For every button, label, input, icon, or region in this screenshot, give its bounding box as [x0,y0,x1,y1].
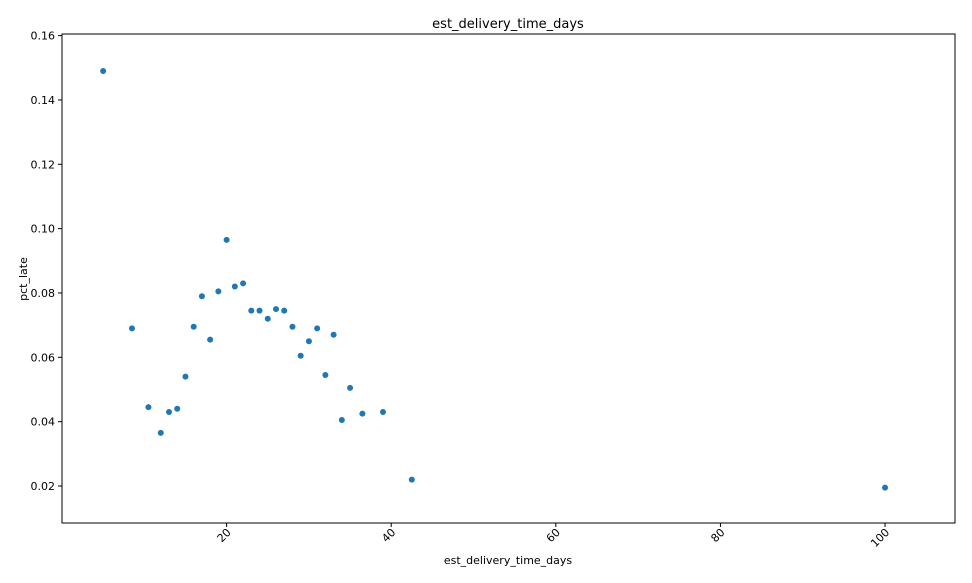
x-tick-label: 40 [379,526,398,545]
y-tick-label: 0.02 [31,480,56,493]
data-point [190,323,197,330]
y-tick-label: 0.10 [31,223,56,236]
data-point [174,405,181,412]
data-point [165,409,172,416]
data-point [248,307,255,314]
data-point [157,429,164,436]
data-point [231,283,238,290]
y-tick-label: 0.16 [31,30,56,43]
plot-area [61,33,956,524]
data-points [100,67,889,491]
data-point [223,236,230,243]
y-tick-label: 0.04 [31,416,56,429]
data-point [207,336,214,343]
data-point [128,325,135,332]
data-point [215,288,222,295]
y-tick-label: 0.06 [31,351,56,364]
x-axis-ticks: 20 40 60 80 100 [215,523,892,550]
y-axis-ticks: 0.02 0.04 0.06 0.08 0.10 0.12 0.14 0.16 [31,30,62,493]
y-tick-label: 0.08 [31,287,56,300]
data-point [272,306,279,313]
y-axis-label: pct_late [17,257,30,301]
data-point [379,409,386,416]
x-axis-label: est_delivery_time_days [444,554,573,567]
data-point [198,293,205,300]
data-point [264,315,271,322]
x-tick-label: 60 [544,526,563,545]
x-tick-label: 20 [215,526,234,545]
data-point [314,325,321,332]
data-point [359,410,366,417]
data-point [145,404,152,411]
data-point [256,307,263,314]
data-point [882,484,889,491]
y-tick-label: 0.12 [31,158,56,171]
data-point [240,280,247,287]
chart-title: est_delivery_time_days [432,17,584,32]
data-point [182,373,189,380]
data-point [289,323,296,330]
data-point [330,331,337,338]
data-point [408,476,415,483]
data-point [347,384,354,391]
data-point [297,352,304,359]
y-tick-label: 0.14 [31,94,56,107]
data-point [338,417,345,424]
data-point [281,307,288,314]
data-point [100,67,107,74]
x-tick-label: 100 [868,526,892,550]
x-tick-label: 80 [708,526,727,545]
data-point [322,372,329,379]
data-point [305,338,312,345]
